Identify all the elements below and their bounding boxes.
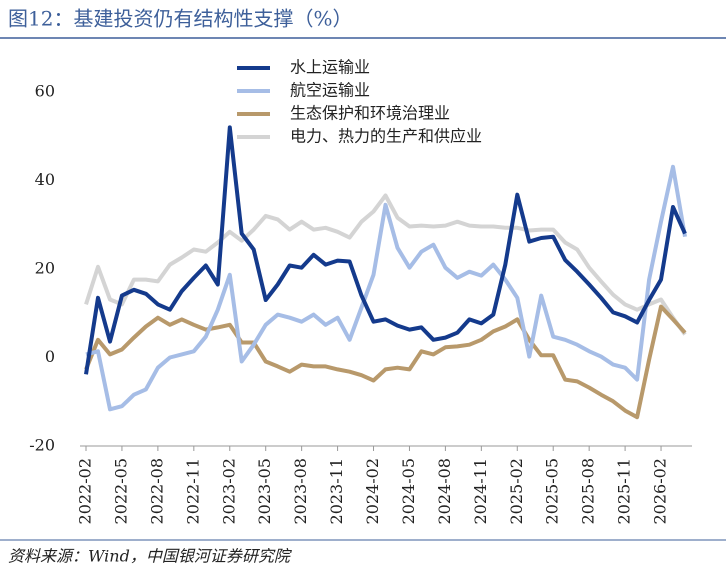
x-tick-label: 2023-02 bbox=[219, 458, 238, 524]
x-tick-label: 2026-02 bbox=[651, 458, 670, 524]
series-line bbox=[84, 125, 687, 375]
x-tick-label: 2022-02 bbox=[76, 458, 95, 524]
x-tick-label: 2025-02 bbox=[507, 458, 526, 524]
x-tick-label: 2025-11 bbox=[615, 458, 634, 524]
chart-title: 图12：基建投资仍有结构性支撑（%） bbox=[8, 7, 352, 31]
y-tick-label: 20 bbox=[35, 259, 55, 278]
y-tick-label: 0 bbox=[45, 347, 55, 366]
y-tick-label: 40 bbox=[35, 170, 55, 189]
y-tick-label: -20 bbox=[29, 436, 55, 455]
legend-label: 水上运输业 bbox=[290, 58, 370, 77]
x-tick-label: 2023-05 bbox=[255, 458, 274, 524]
legend-label: 航空运输业 bbox=[290, 81, 370, 100]
series-line bbox=[84, 304, 687, 420]
x-tick-label: 2022-08 bbox=[147, 458, 166, 524]
x-tick-label: 2025-08 bbox=[579, 458, 598, 524]
x-tick-label: 2022-11 bbox=[183, 458, 202, 524]
source: 资料来源：Wind，中国银河证券研究院 bbox=[8, 547, 293, 566]
x-tick-label: 2023-08 bbox=[291, 458, 310, 524]
legend-label: 电力、热力的生产和供应业 bbox=[290, 127, 482, 146]
series-line bbox=[84, 193, 687, 336]
series-line bbox=[85, 164, 687, 412]
x-tick-label: 2022-05 bbox=[111, 458, 130, 524]
x-tick-label: 2024-08 bbox=[435, 458, 454, 524]
x-tick-label: 2023-11 bbox=[327, 458, 346, 524]
x-tick-label: 2024-05 bbox=[399, 458, 418, 524]
x-tick-label: 2024-02 bbox=[363, 458, 382, 524]
x-tick-label: 2024-11 bbox=[471, 458, 490, 524]
legend-label: 生态保护和环境治理业 bbox=[290, 104, 450, 123]
y-tick-label: 60 bbox=[35, 82, 55, 101]
x-tick-label: 2025-05 bbox=[543, 458, 562, 524]
